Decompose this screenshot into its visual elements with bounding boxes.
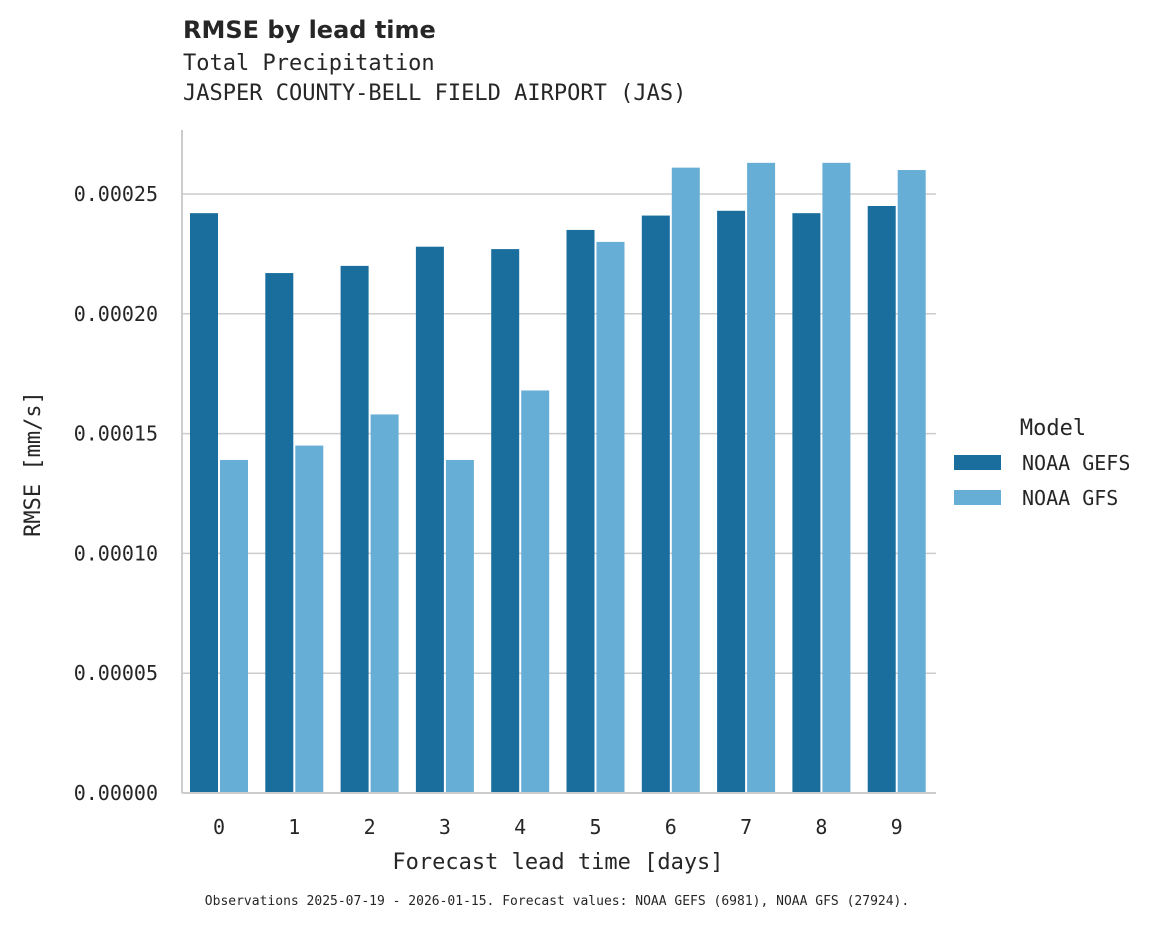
bar-gfs-lead-7: [747, 162, 776, 794]
legend-label-gfs: NOAA GFS: [1022, 486, 1118, 510]
y-axis-label: RMSE [mm/s]: [21, 391, 46, 537]
bar-gfs-lead-4: [521, 390, 550, 793]
legend-title: Model: [1020, 416, 1086, 441]
bar-gfs-lead-5: [596, 241, 625, 794]
bar-gefs-lead-0: [190, 213, 218, 794]
x-tick-label: 1: [288, 815, 300, 839]
bar-gfs-lead-3: [445, 459, 474, 793]
bar-gfs-lead-6: [671, 167, 700, 794]
bar-gfs-lead-8: [822, 162, 851, 794]
x-axis-label: Forecast lead time [days]: [392, 850, 723, 875]
x-tick-labels: 0 1 2 3 4 5 6 7 8 9: [213, 815, 903, 839]
x-tick-label: 3: [439, 815, 451, 839]
x-tick-label: 2: [364, 815, 376, 839]
chart-title: RMSE by lead time: [183, 16, 436, 44]
x-tick-label: 8: [815, 815, 827, 839]
x-tick-label: 9: [891, 815, 903, 839]
bars: [190, 162, 926, 794]
footnote: Observations 2025-07-19 - 2026-01-15. Fo…: [205, 894, 909, 909]
bar-gefs-lead-9: [867, 205, 896, 794]
x-tick-label: 5: [589, 815, 601, 839]
x-tick-label: 7: [740, 815, 752, 839]
bar-gefs-lead-1: [265, 273, 294, 793]
bar-gfs-lead-9: [897, 170, 926, 794]
y-tick-label: 0.00025: [74, 182, 158, 206]
bar-gfs-lead-1: [295, 445, 324, 793]
bar-gefs-lead-7: [717, 210, 746, 794]
chart-subtitle-station: JASPER COUNTY-BELL FIELD AIRPORT (JAS): [183, 81, 687, 106]
y-tick-label: 0.00015: [74, 422, 158, 446]
y-tick-label: 0.00020: [74, 302, 158, 326]
legend-label-gefs: NOAA GEFS: [1022, 451, 1130, 475]
y-tick-label: 0.00000: [74, 781, 158, 805]
bar-gefs-lead-4: [491, 249, 520, 793]
bar-gfs-lead-0: [220, 459, 248, 793]
x-tick-label: 6: [665, 815, 677, 839]
y-tick-label: 0.00005: [74, 661, 158, 685]
bar-gefs-lead-3: [415, 246, 444, 793]
x-tick-label: 4: [514, 815, 526, 839]
bar-gefs-lead-8: [792, 213, 821, 794]
bar-gefs-lead-6: [641, 215, 670, 794]
legend-swatch-gefs: [954, 455, 1001, 470]
bar-gfs-lead-2: [370, 414, 399, 793]
legend-swatch-gfs: [954, 490, 1001, 505]
legend: Model NOAA GEFS NOAA GFS: [954, 416, 1130, 510]
bar-gefs-lead-2: [340, 265, 369, 793]
x-tick-label: 0: [213, 815, 225, 839]
y-tick-labels: 0.00000 0.00005 0.00010 0.00015 0.00020 0.000…: [74, 182, 158, 805]
bar-gefs-lead-5: [566, 229, 595, 793]
chart-subtitle-variable: Total Precipitation: [183, 51, 435, 76]
y-tick-label: 0.00010: [74, 541, 158, 565]
